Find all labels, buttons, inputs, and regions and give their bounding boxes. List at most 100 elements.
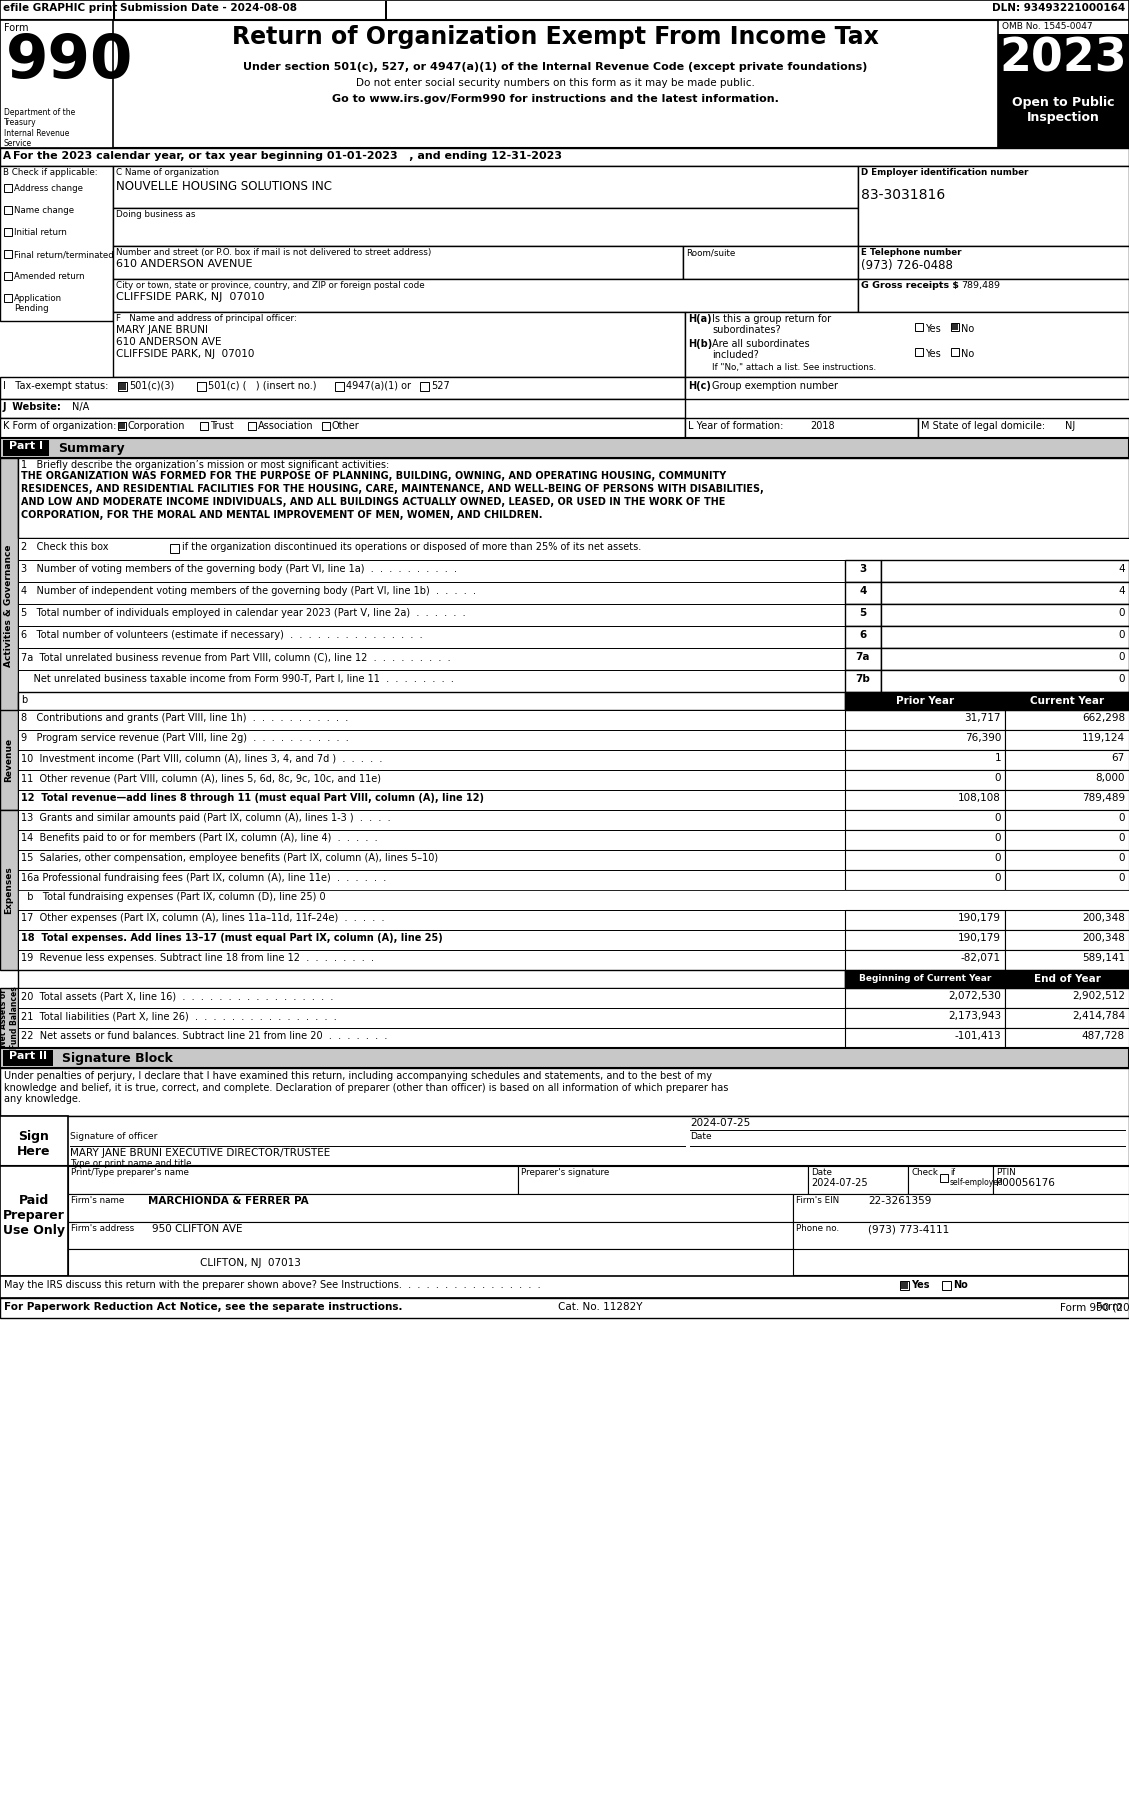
Text: Go to www.irs.gov/Form990 for instructions and the latest information.: Go to www.irs.gov/Form990 for instructio… [332, 95, 779, 104]
Bar [5, 206, 12, 215]
Bar [1005, 691, 1129, 709]
Text: N/A: N/A [72, 402, 89, 411]
Bar [685, 418, 918, 438]
Bar [844, 950, 1005, 970]
Bar [1005, 970, 1129, 988]
Bar [0, 988, 18, 1048]
Text: L Year of formation:: L Year of formation: [688, 420, 784, 431]
Text: CLIFFSIDE PARK, NJ  07010: CLIFFSIDE PARK, NJ 07010 [116, 349, 254, 358]
Bar [248, 422, 256, 429]
Bar [844, 648, 881, 669]
Bar [0, 20, 113, 147]
Text: 108,108: 108,108 [959, 793, 1001, 802]
Bar [844, 869, 1005, 889]
Text: 7a: 7a [856, 651, 870, 662]
Bar [844, 930, 1005, 950]
Bar [1005, 930, 1129, 950]
Text: 67: 67 [1112, 753, 1124, 762]
Text: If "No," attach a list. See instructions.: If "No," attach a list. See instructions… [712, 364, 876, 373]
Text: 13  Grants and similar amounts paid (Part IX, column (A), lines 1-3 )  .  .  .  : 13 Grants and similar amounts paid (Part… [21, 813, 391, 822]
Text: Number and street (or P.O. box if mail is not delivered to street address): Number and street (or P.O. box if mail i… [116, 247, 431, 256]
Bar [18, 829, 844, 849]
Text: (973) 773-4111: (973) 773-4111 [868, 1224, 949, 1233]
Text: NJ: NJ [1065, 420, 1075, 431]
Bar [1005, 1008, 1129, 1028]
Text: Is this a group return for: Is this a group return for [712, 315, 831, 324]
Text: 4   Number of independent voting members of the governing body (Part VI, line 1b: 4 Number of independent voting members o… [21, 586, 476, 597]
Text: Firm's address: Firm's address [71, 1224, 134, 1233]
Bar [0, 1048, 1129, 1068]
Text: 200,348: 200,348 [1082, 933, 1124, 942]
Bar [914, 324, 924, 331]
Text: 789,489: 789,489 [1082, 793, 1124, 802]
Bar [858, 166, 1129, 246]
Bar [18, 538, 1129, 560]
Bar [808, 1166, 908, 1193]
Bar [844, 1008, 1005, 1028]
Text: Yes: Yes [911, 1281, 929, 1290]
Text: PTIN: PTIN [996, 1168, 1016, 1177]
Bar [844, 669, 881, 691]
Bar [0, 147, 1129, 166]
Bar [18, 709, 844, 729]
Text: 200,348: 200,348 [1082, 913, 1124, 922]
Text: Date: Date [811, 1168, 832, 1177]
Text: 22  Net assets or fund balances. Subtract line 21 from line 20  .  .  .  .  .  .: 22 Net assets or fund balances. Subtract… [21, 1031, 387, 1040]
Text: 7a  Total unrelated business revenue from Part VIII, column (C), line 12  .  .  : 7a Total unrelated business revenue from… [21, 651, 450, 662]
Bar [18, 582, 844, 604]
Text: No: No [953, 1281, 968, 1290]
Bar [5, 295, 12, 302]
Text: May the IRS discuss this return with the preparer shown above? See Instructions.: May the IRS discuss this return with the… [5, 1281, 541, 1290]
Text: 527: 527 [431, 380, 449, 391]
Bar [68, 1193, 793, 1222]
Bar [0, 1117, 68, 1166]
Text: 17  Other expenses (Part IX, column (A), lines 11a–11d, 11f–24e)  .  .  .  .  .: 17 Other expenses (Part IX, column (A), … [21, 913, 385, 922]
Bar [998, 84, 1129, 147]
Text: 119,124: 119,124 [1082, 733, 1124, 742]
Bar [18, 729, 844, 749]
Text: 16a Professional fundraising fees (Part IX, column (A), line 11e)  .  .  .  .  .: 16a Professional fundraising fees (Part … [21, 873, 386, 882]
Text: Form 990 (2023): Form 990 (2023) [1060, 1302, 1129, 1311]
Bar [844, 809, 1005, 829]
Text: 20  Total assets (Part X, line 16)  .  .  .  .  .  .  .  .  .  .  .  .  .  .  . : 20 Total assets (Part X, line 16) . . . … [21, 991, 333, 1000]
Bar [3, 1050, 53, 1066]
Text: Signature Block: Signature Block [62, 1051, 173, 1064]
Text: 4: 4 [859, 586, 867, 597]
Text: THE ORGANIZATION WAS FORMED FOR THE PURPOSE OF PLANNING, BUILDING, OWNING, AND O: THE ORGANIZATION WAS FORMED FOR THE PURP… [21, 471, 726, 480]
Bar [1005, 869, 1129, 889]
Bar [5, 249, 12, 258]
Text: RESIDENCES, AND RESIDENTIAL FACILITIES FOR THE HOUSING, CARE, MAINTENANCE, AND W: RESIDENCES, AND RESIDENTIAL FACILITIES F… [21, 484, 763, 495]
Bar [942, 1281, 951, 1290]
Text: 0: 0 [1119, 873, 1124, 882]
Text: Amended return: Amended return [14, 273, 85, 280]
Text: 1   Briefly describe the organization’s mission or most significant activities:: 1 Briefly describe the organization’s mi… [21, 460, 390, 469]
Bar [18, 769, 844, 789]
Text: 0: 0 [995, 853, 1001, 862]
Text: 11  Other revenue (Part VIII, column (A), lines 5, 6d, 8c, 9c, 10c, and 11e): 11 Other revenue (Part VIII, column (A),… [21, 773, 380, 782]
Bar [793, 1222, 1129, 1250]
Bar [18, 970, 844, 988]
Text: I   Tax-exempt status:: I Tax-exempt status: [3, 380, 108, 391]
Text: H(a): H(a) [688, 315, 711, 324]
Bar [18, 458, 1129, 538]
Text: efile GRAPHIC print: efile GRAPHIC print [3, 4, 117, 13]
Bar [844, 849, 1005, 869]
Text: Beginning of Current Year: Beginning of Current Year [859, 973, 991, 982]
Text: Doing business as: Doing business as [116, 209, 195, 218]
Text: Firm's name: Firm's name [71, 1197, 124, 1204]
Text: 0: 0 [995, 873, 1001, 882]
Text: 950 CLIFTON AVE: 950 CLIFTON AVE [152, 1224, 243, 1233]
Bar [0, 809, 18, 970]
Text: 31,717: 31,717 [964, 713, 1001, 722]
Text: No: No [961, 349, 974, 358]
Bar [3, 440, 49, 457]
Text: 3   Number of voting members of the governing body (Part VI, line 1a)  .  .  .  : 3 Number of voting members of the govern… [21, 564, 457, 575]
Bar [0, 398, 685, 418]
Bar [1005, 988, 1129, 1008]
Text: 22-3261359: 22-3261359 [868, 1197, 931, 1206]
Bar [385, 2, 386, 18]
Bar [914, 347, 924, 357]
Text: Are all subordinates: Are all subordinates [712, 338, 809, 349]
Bar [951, 324, 959, 331]
Text: 2   Check this box: 2 Check this box [21, 542, 108, 551]
